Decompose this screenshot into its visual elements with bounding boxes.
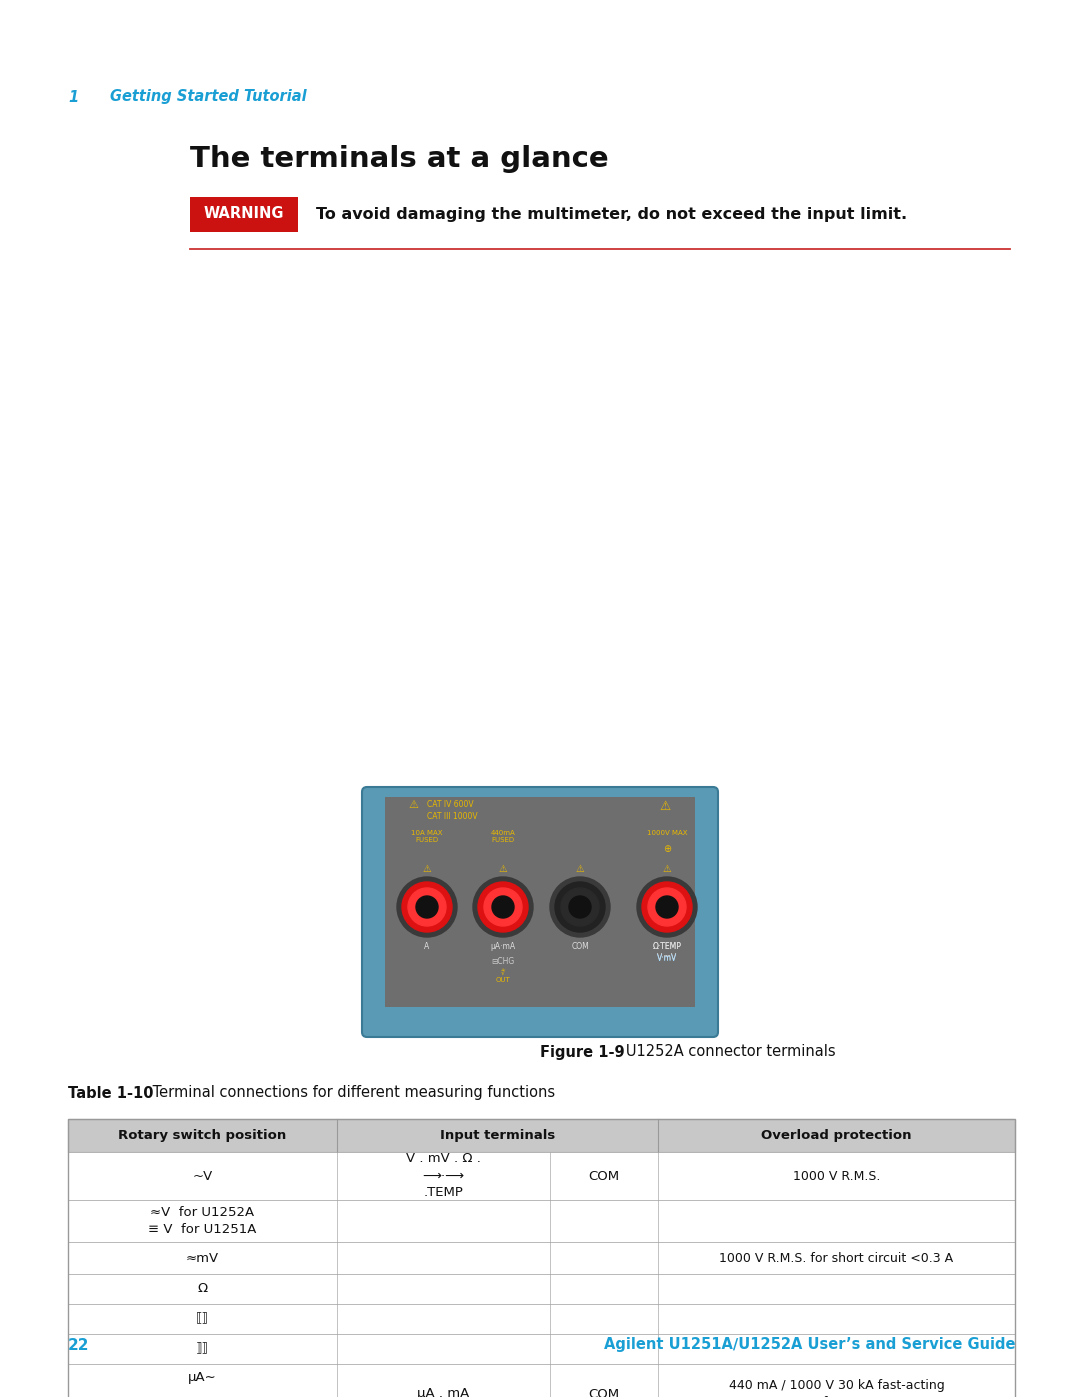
Text: V·mV: V·mV: [657, 954, 677, 963]
Text: ∜
OUT: ∜ OUT: [496, 970, 511, 983]
Circle shape: [397, 877, 457, 937]
Text: Rotary switch position: Rotary switch position: [119, 1129, 286, 1141]
FancyBboxPatch shape: [384, 798, 696, 1007]
FancyBboxPatch shape: [68, 1119, 1015, 1153]
Text: 1000 V R.M.S.: 1000 V R.M.S.: [793, 1169, 880, 1182]
Text: The terminals at a glance: The terminals at a glance: [190, 145, 609, 173]
FancyBboxPatch shape: [68, 1274, 1015, 1303]
Text: Table 1-10: Table 1-10: [68, 1085, 153, 1101]
Text: Agilent U1251A∕U1252A User’s and Service Guide: Agilent U1251A∕U1252A User’s and Service…: [604, 1337, 1015, 1352]
Text: Ω·TEMP: Ω·TEMP: [652, 942, 681, 951]
FancyBboxPatch shape: [68, 1200, 1015, 1242]
FancyBboxPatch shape: [68, 1303, 1015, 1334]
Circle shape: [550, 877, 610, 937]
FancyBboxPatch shape: [190, 197, 298, 232]
FancyBboxPatch shape: [68, 1153, 1015, 1200]
Text: Terminal connections for different measuring functions: Terminal connections for different measu…: [148, 1085, 555, 1101]
Circle shape: [561, 888, 599, 926]
Text: ⚠: ⚠: [576, 863, 584, 875]
Text: ⚠: ⚠: [663, 863, 672, 875]
Text: ⟧⟧: ⟧⟧: [195, 1343, 210, 1355]
Text: ⊕: ⊕: [663, 844, 671, 854]
Text: Input terminals: Input terminals: [440, 1129, 555, 1141]
Text: μA·mA: μA·mA: [490, 942, 515, 951]
Circle shape: [648, 888, 686, 926]
Text: 440 mA / 1000 V 30 kA fast-acting
fuse: 440 mA / 1000 V 30 kA fast-acting fuse: [729, 1379, 944, 1397]
Text: Figure 1-9: Figure 1-9: [540, 1045, 624, 1059]
Text: COM: COM: [589, 1387, 620, 1397]
Text: CAT IV 600V
CAT III 1000V: CAT IV 600V CAT III 1000V: [427, 800, 477, 821]
Text: COM: COM: [571, 942, 589, 951]
Circle shape: [484, 888, 522, 926]
Circle shape: [492, 895, 514, 918]
Text: ⊟CHG: ⊟CHG: [491, 957, 515, 965]
Text: COM: COM: [589, 1169, 620, 1182]
Text: Ω: Ω: [198, 1282, 207, 1295]
Text: ~V: ~V: [192, 1169, 213, 1182]
Text: 440mA
FUSED: 440mA FUSED: [490, 830, 515, 844]
Circle shape: [408, 888, 446, 926]
Text: μA . mA: μA . mA: [417, 1387, 470, 1397]
Text: μA∼

mA·A∼: μA∼ mA·A∼: [179, 1370, 226, 1397]
Text: ⚠: ⚠: [499, 863, 508, 875]
Text: ≈mV: ≈mV: [186, 1252, 219, 1264]
Text: ⚠: ⚠: [660, 800, 671, 813]
Text: 10A MAX
FUSED: 10A MAX FUSED: [411, 830, 443, 844]
Circle shape: [637, 877, 697, 937]
Circle shape: [473, 877, 534, 937]
Text: U1252A connector terminals: U1252A connector terminals: [612, 1045, 836, 1059]
Text: 1000V MAX: 1000V MAX: [647, 830, 687, 835]
Text: ≈V  for U1252A
≡ V  for U1251A: ≈V for U1252A ≡ V for U1251A: [148, 1206, 257, 1236]
Text: 1000 V R.M.S. for short circuit <0.3 A: 1000 V R.M.S. for short circuit <0.3 A: [719, 1252, 954, 1264]
Circle shape: [416, 895, 438, 918]
Text: 1: 1: [68, 89, 78, 105]
Text: ⟦⟧: ⟦⟧: [195, 1313, 210, 1326]
Circle shape: [555, 882, 605, 932]
FancyBboxPatch shape: [362, 787, 718, 1037]
Text: WARNING: WARNING: [204, 207, 284, 222]
Text: ⚠: ⚠: [408, 800, 418, 810]
Text: A: A: [424, 942, 430, 951]
Text: ⚠: ⚠: [422, 863, 431, 875]
Circle shape: [478, 882, 528, 932]
Circle shape: [642, 882, 692, 932]
Text: 22: 22: [68, 1337, 90, 1352]
Circle shape: [656, 895, 678, 918]
Text: Overload protection: Overload protection: [761, 1129, 912, 1141]
Text: Getting Started Tutorial: Getting Started Tutorial: [110, 89, 307, 105]
FancyBboxPatch shape: [68, 1242, 1015, 1274]
FancyBboxPatch shape: [68, 1363, 1015, 1397]
Text: Ω·TEMP
V·mV: Ω·TEMP V·mV: [652, 942, 681, 963]
Circle shape: [569, 895, 591, 918]
Text: To avoid damaging the multimeter, do not exceed the input limit.: To avoid damaging the multimeter, do not…: [316, 207, 907, 222]
FancyBboxPatch shape: [68, 1334, 1015, 1363]
Circle shape: [402, 882, 453, 932]
Text: V . mV . Ω .
⟶·⟶
.TEMP: V . mV . Ω . ⟶·⟶ .TEMP: [406, 1153, 481, 1200]
